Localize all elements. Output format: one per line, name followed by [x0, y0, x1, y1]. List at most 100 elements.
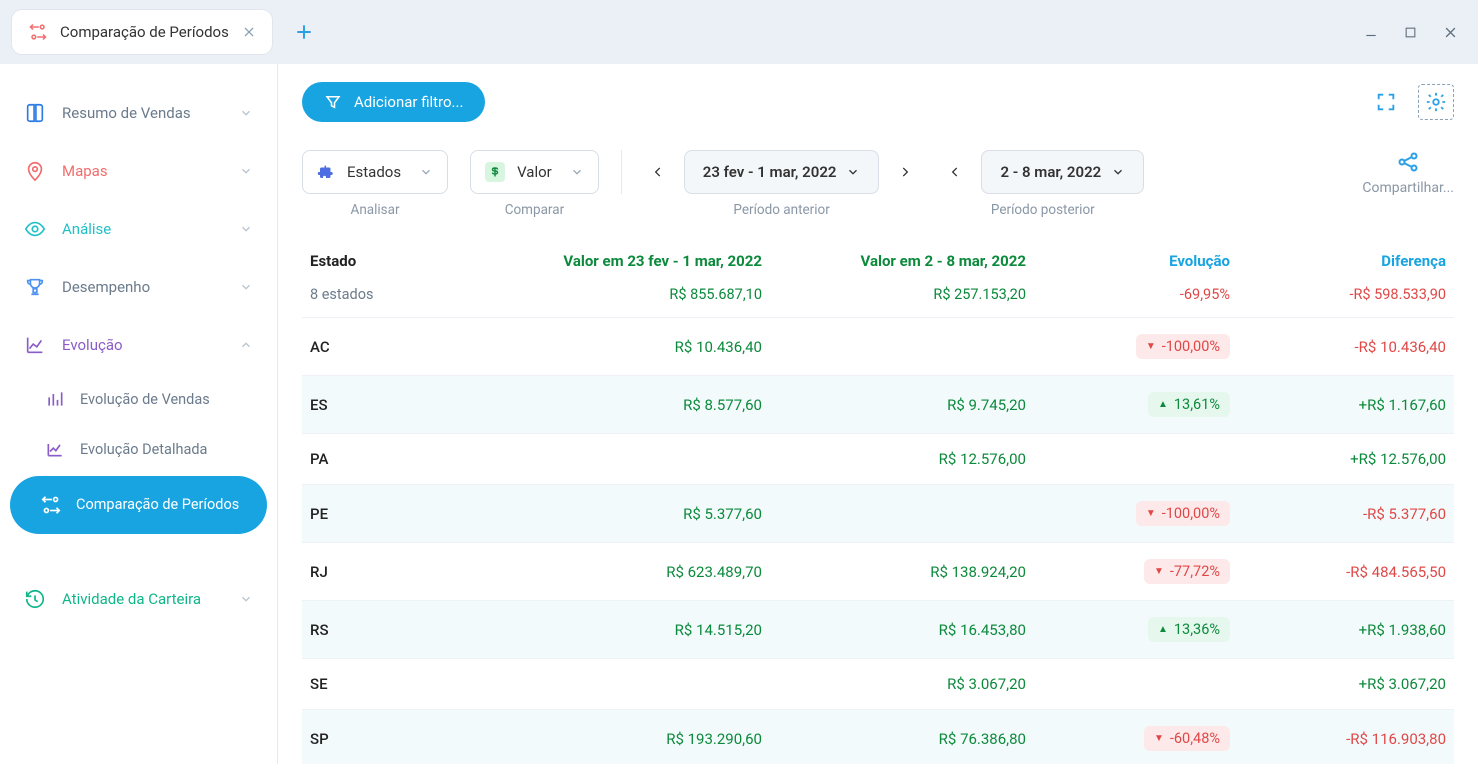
- sidebar-item-evolucao[interactable]: Evolução: [10, 318, 267, 372]
- sidebar-item-atividade-da-carteira[interactable]: Atividade da Carteira: [10, 572, 267, 626]
- add-filter-button[interactable]: Adicionar filtro...: [302, 82, 485, 122]
- cell-evolucao: ▼-77,72%: [1034, 543, 1238, 601]
- sidebar-item-label: Evolução: [62, 336, 223, 354]
- chevron-down-icon: [570, 165, 584, 179]
- cell-valor-1: R$ 8.577,60: [506, 376, 770, 434]
- cell-evolucao: [1034, 659, 1238, 710]
- table-row[interactable]: ES R$ 8.577,60 R$ 9.745,20 ▲13,61% +R$ 1…: [302, 376, 1454, 434]
- sidebar-item-label: Evolução Detalhada: [80, 441, 207, 458]
- cell-estado: AC: [302, 318, 506, 376]
- cell-evolucao: ▼-60,48%: [1034, 710, 1238, 764]
- compare-period-icon: [28, 22, 48, 42]
- controls-row: Estados Analisar Valor Comparar: [278, 132, 1478, 228]
- window-tab-comparacao[interactable]: Comparação de Períodos: [12, 10, 272, 54]
- bars-icon: [44, 389, 66, 409]
- window-minimize-button[interactable]: [1364, 25, 1378, 40]
- cell-valor-1: [506, 434, 770, 485]
- chevron-down-icon: [239, 592, 253, 606]
- table-row[interactable]: SP R$ 193.290,60 R$ 76.386,80 ▼-60,48% -…: [302, 710, 1454, 764]
- sidebar-item-analise[interactable]: Análise: [10, 202, 267, 256]
- analyze-sublabel: Analisar: [351, 202, 400, 218]
- summary-count: 8 estados: [302, 286, 506, 318]
- cell-valor-1: R$ 14.515,20: [506, 601, 770, 659]
- cell-evolucao: ▼-100,00%: [1034, 485, 1238, 543]
- chevron-down-icon: [1111, 165, 1125, 179]
- share-button[interactable]: Compartilhar...: [1362, 150, 1454, 196]
- cell-valor-1: R$ 193.290,60: [506, 710, 770, 764]
- analyze-select-label: Estados: [347, 163, 401, 181]
- sidebar-subitem-comparacao-de-periodos[interactable]: Comparação de Períodos: [10, 476, 267, 534]
- summary-dif: -R$ 598.533,90: [1238, 286, 1454, 318]
- cell-estado: SP: [302, 710, 506, 764]
- filter-bar: Adicionar filtro...: [278, 64, 1478, 132]
- col-header-evolucao[interactable]: Evolução: [1034, 236, 1238, 286]
- period-prev-back-button[interactable]: [644, 150, 672, 194]
- compare-sublabel: Comparar: [505, 202, 564, 218]
- chart-line-icon: [44, 439, 66, 459]
- titlebar: Comparação de Períodos: [0, 0, 1478, 64]
- window-controls: [1364, 25, 1470, 40]
- expand-button[interactable]: [1368, 84, 1404, 120]
- col-header-valor-2[interactable]: Valor em 2 - 8 mar, 2022: [770, 236, 1034, 286]
- evolution-badge: ▼-60,48%: [1144, 726, 1230, 751]
- chevron-down-icon: [419, 165, 433, 179]
- cell-estado: RJ: [302, 543, 506, 601]
- period-next-label: 2 - 8 mar, 2022: [1000, 163, 1101, 181]
- table-row[interactable]: PE R$ 5.377,60 ▼-100,00% -R$ 5.377,60: [302, 485, 1454, 543]
- settings-button[interactable]: [1418, 84, 1454, 120]
- analyze-select[interactable]: Estados: [302, 150, 448, 194]
- cell-valor-2: R$ 16.453,80: [770, 601, 1034, 659]
- compare-select[interactable]: Valor: [470, 150, 599, 194]
- period-prev-forward-button[interactable]: [891, 150, 919, 194]
- summary-v1: R$ 855.687,10: [506, 286, 770, 318]
- cell-valor-2: R$ 138.924,20: [770, 543, 1034, 601]
- cell-estado: ES: [302, 376, 506, 434]
- evolution-badge: ▼-77,72%: [1144, 559, 1230, 584]
- sidebar-item-desempenho[interactable]: Desempenho: [10, 260, 267, 314]
- window-close-button[interactable]: [1443, 25, 1458, 40]
- sidebar-subitem-evolucao-de-vendas[interactable]: Evolução de Vendas: [10, 376, 267, 422]
- sidebar-subitem-evolucao-detalhada[interactable]: Evolução Detalhada: [10, 426, 267, 472]
- cell-estado: SE: [302, 659, 506, 710]
- col-header-valor-1[interactable]: Valor em 23 fev - 1 mar, 2022: [506, 236, 770, 286]
- cell-evolucao: ▲13,36%: [1034, 601, 1238, 659]
- period-prev-label: 23 fev - 1 mar, 2022: [703, 163, 837, 181]
- trend-down-icon: ▼: [1146, 508, 1156, 519]
- sidebar-item-label: Resumo de Vendas: [62, 104, 223, 122]
- trend-up-icon: ▲: [1158, 399, 1168, 410]
- cell-diferenca: -R$ 10.436,40: [1238, 318, 1454, 376]
- sidebar-item-resumo-de-vendas[interactable]: Resumo de Vendas: [10, 86, 267, 140]
- window-tab-label: Comparação de Períodos: [60, 23, 230, 41]
- period-next-back-button[interactable]: [941, 150, 969, 194]
- table-row[interactable]: AC R$ 10.436,40 ▼-100,00% -R$ 10.436,40: [302, 318, 1454, 376]
- trend-down-icon: ▼: [1154, 733, 1164, 744]
- table-row[interactable]: PA R$ 12.576,00 +R$ 12.576,00: [302, 434, 1454, 485]
- cell-evolucao: [1034, 434, 1238, 485]
- cell-diferenca: -R$ 116.903,80: [1238, 710, 1454, 764]
- sidebar-item-mapas[interactable]: Mapas: [10, 144, 267, 198]
- table-row[interactable]: RJ R$ 623.489,70 R$ 138.924,20 ▼-77,72% …: [302, 543, 1454, 601]
- cell-valor-2: [770, 318, 1034, 376]
- cell-estado: PE: [302, 485, 506, 543]
- col-header-diferenca[interactable]: Diferença: [1238, 236, 1454, 286]
- period-prev-select[interactable]: 23 fev - 1 mar, 2022: [684, 150, 880, 194]
- chevron-up-icon: [239, 338, 253, 352]
- cell-valor-2: R$ 76.386,80: [770, 710, 1034, 764]
- sidebar-subitems-evolucao: Evolução de Vendas Evolução Detalhada: [10, 376, 267, 534]
- cell-estado: PA: [302, 434, 506, 485]
- new-tab-button[interactable]: [282, 10, 326, 54]
- evolution-badge: ▼-100,00%: [1136, 501, 1230, 526]
- cell-valor-1: R$ 623.489,70: [506, 543, 770, 601]
- sidebar-item-label: Desempenho: [62, 278, 223, 296]
- cell-valor-2: [770, 485, 1034, 543]
- share-icon: [1396, 150, 1420, 174]
- window-maximize-button[interactable]: [1404, 25, 1417, 40]
- table-row[interactable]: RS R$ 14.515,20 R$ 16.453,80 ▲13,36% +R$…: [302, 601, 1454, 659]
- period-next-select[interactable]: 2 - 8 mar, 2022: [981, 150, 1144, 194]
- comparison-table: Estado Valor em 23 fev - 1 mar, 2022 Val…: [302, 236, 1454, 764]
- col-header-estado[interactable]: Estado: [302, 236, 506, 286]
- table-row[interactable]: SE R$ 3.067,20 +R$ 3.067,20: [302, 659, 1454, 710]
- close-icon[interactable]: [242, 25, 256, 39]
- cell-diferenca: -R$ 484.565,50: [1238, 543, 1454, 601]
- sidebar-item-label: Comparação de Períodos: [76, 496, 239, 514]
